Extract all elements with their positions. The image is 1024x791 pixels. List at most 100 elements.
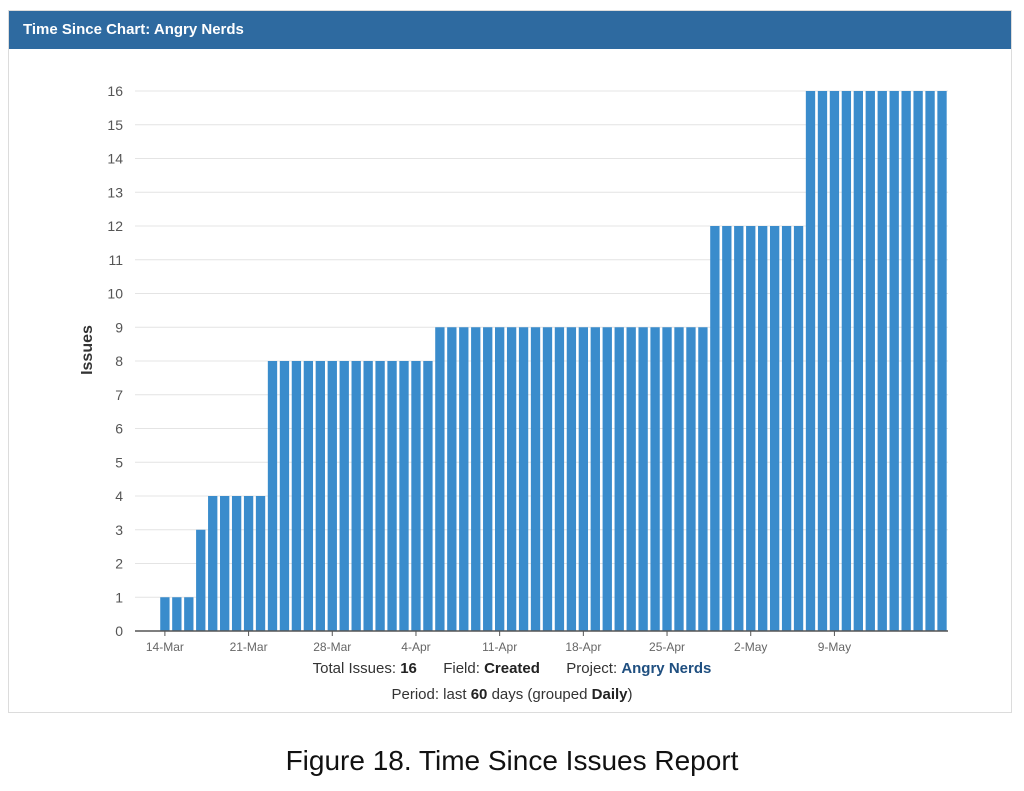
bar[interactable]: [710, 226, 720, 631]
bar[interactable]: [231, 496, 242, 631]
bar[interactable]: [662, 327, 672, 631]
bar[interactable]: [650, 327, 660, 631]
bar[interactable]: [638, 327, 648, 631]
bar[interactable]: [865, 91, 875, 631]
bar[interactable]: [447, 327, 457, 631]
bar[interactable]: [614, 327, 624, 631]
y-tick-label: 5: [115, 454, 123, 470]
y-tick-label: 16: [107, 83, 123, 99]
bar[interactable]: [196, 529, 206, 631]
y-tick-label: 3: [115, 522, 123, 538]
bar[interactable]: [674, 327, 684, 631]
bar[interactable]: [698, 327, 708, 631]
panel-title: Time Since Chart: Angry Nerds: [9, 11, 1011, 49]
bar[interactable]: [578, 327, 589, 631]
bar[interactable]: [255, 496, 266, 631]
bar[interactable]: [542, 327, 553, 631]
bar[interactable]: [471, 327, 481, 631]
bar[interactable]: [399, 361, 409, 631]
y-tick-label: 10: [107, 286, 123, 302]
bar[interactable]: [506, 327, 517, 631]
bar[interactable]: [160, 597, 170, 631]
bar[interactable]: [279, 361, 290, 631]
bar[interactable]: [172, 597, 182, 631]
y-tick-label: 14: [107, 151, 123, 167]
bar[interactable]: [459, 327, 469, 631]
bar[interactable]: [769, 226, 780, 631]
bar[interactable]: [602, 327, 612, 631]
bar[interactable]: [781, 226, 792, 631]
bar[interactable]: [494, 327, 505, 631]
bar[interactable]: [291, 361, 302, 631]
total-issues-value: 16: [400, 660, 417, 677]
bar[interactable]: [351, 361, 361, 631]
bar[interactable]: [435, 327, 445, 631]
bar[interactable]: [925, 91, 935, 631]
bar[interactable]: [530, 327, 541, 631]
bar[interactable]: [626, 327, 636, 631]
bar[interactable]: [267, 361, 278, 631]
y-tick-label: 0: [115, 623, 123, 639]
bar[interactable]: [877, 91, 887, 631]
y-tick-label: 15: [107, 117, 123, 133]
y-tick-label: 8: [115, 353, 123, 369]
bar[interactable]: [387, 361, 397, 631]
bar[interactable]: [423, 361, 433, 631]
bar[interactable]: [937, 91, 947, 631]
bar[interactable]: [208, 496, 218, 631]
y-tick-label: 1: [115, 589, 123, 605]
bar[interactable]: [758, 226, 768, 631]
period-grouping: Daily: [591, 686, 628, 703]
bar[interactable]: [315, 361, 325, 631]
bar[interactable]: [566, 327, 577, 631]
bar[interactable]: [220, 496, 230, 631]
bar[interactable]: [339, 361, 349, 631]
bar[interactable]: [793, 226, 804, 631]
x-tick-label: 4-Apr: [401, 640, 430, 654]
field-label: Field:: [443, 660, 480, 677]
y-tick-label: 6: [115, 421, 123, 437]
bar[interactable]: [686, 327, 696, 631]
bar[interactable]: [913, 91, 923, 631]
x-tick-label: 2-May: [734, 640, 767, 654]
bar[interactable]: [722, 226, 732, 631]
bar[interactable]: [590, 327, 600, 631]
chart-period: Period: last 60 days (grouped Daily): [0, 686, 1024, 703]
y-tick-label: 7: [115, 387, 123, 403]
bar[interactable]: [411, 361, 421, 631]
project-label: Project:: [566, 660, 618, 677]
bar[interactable]: [243, 496, 254, 631]
y-axis-label: Issues: [79, 325, 96, 375]
bar[interactable]: [303, 361, 314, 631]
bar[interactable]: [518, 327, 529, 631]
bar[interactable]: [746, 226, 756, 631]
bar[interactable]: [483, 327, 493, 631]
bar[interactable]: [901, 91, 911, 631]
bar[interactable]: [841, 91, 852, 631]
x-tick-label: 25-Apr: [649, 640, 685, 654]
bar[interactable]: [829, 91, 840, 631]
bar[interactable]: [889, 91, 899, 631]
period-end: ): [627, 686, 633, 703]
period-mid: days (grouped: [491, 686, 588, 703]
x-tick-label: 14-Mar: [146, 640, 184, 654]
bar[interactable]: [817, 91, 828, 631]
bar[interactable]: [805, 91, 816, 631]
bar[interactable]: [853, 91, 863, 631]
y-tick-label: 12: [107, 218, 123, 234]
project-link[interactable]: Angry Nerds: [621, 660, 712, 677]
x-tick-label: 9-May: [818, 640, 851, 654]
bar[interactable]: [327, 361, 337, 631]
period-label: Period: last: [391, 686, 467, 703]
bar[interactable]: [554, 327, 565, 631]
bar[interactable]: [363, 361, 373, 631]
bar[interactable]: [184, 597, 194, 631]
bars: [160, 91, 947, 631]
field-value: Created: [484, 660, 540, 677]
x-tick-labels: 14-Mar 21-Mar 28-Mar 4-Apr 11-Apr 18-Apr 25-Ap…: [146, 631, 851, 654]
y-tick-label: 2: [115, 556, 123, 572]
bar[interactable]: [375, 361, 385, 631]
bar[interactable]: [734, 226, 744, 631]
